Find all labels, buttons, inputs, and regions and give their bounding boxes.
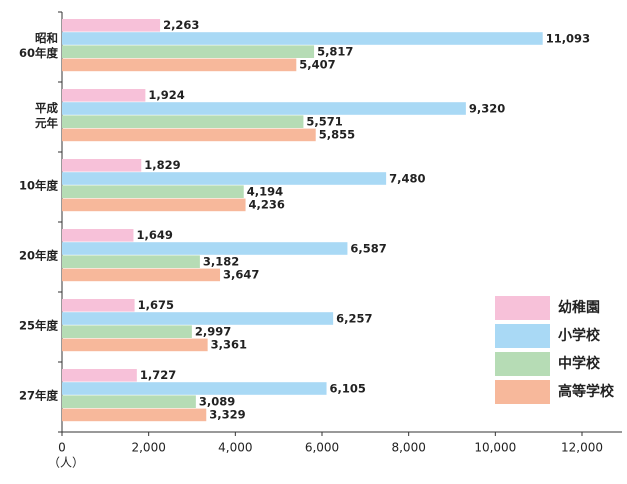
value-label: 3,647 bbox=[223, 268, 259, 282]
legend-label: 小学校 bbox=[558, 327, 601, 344]
value-label: 6,257 bbox=[336, 311, 372, 325]
bar bbox=[62, 185, 244, 198]
bar bbox=[62, 369, 137, 382]
value-label: 3,329 bbox=[209, 408, 245, 422]
value-label: 2,997 bbox=[195, 325, 231, 339]
x-axis-label: （人） bbox=[48, 456, 84, 470]
value-label: 1,649 bbox=[136, 228, 172, 242]
bar bbox=[62, 159, 142, 172]
bar bbox=[62, 229, 134, 242]
category-label-line: 20年度 bbox=[19, 248, 59, 262]
x-tick-label: 10,000 bbox=[474, 441, 516, 455]
x-tick-label: 4,000 bbox=[218, 441, 252, 455]
value-label: 1,675 bbox=[138, 298, 174, 312]
bar bbox=[62, 32, 543, 45]
value-label: 6,105 bbox=[330, 381, 366, 395]
category-label: 平成元年 bbox=[35, 100, 58, 129]
bar bbox=[62, 325, 192, 338]
bar bbox=[62, 268, 221, 282]
bar bbox=[62, 338, 208, 352]
category-label-line: 10年度 bbox=[19, 178, 59, 192]
value-label: 7,480 bbox=[389, 171, 425, 185]
bar bbox=[62, 242, 348, 255]
bar bbox=[62, 115, 304, 128]
legend-swatch bbox=[495, 324, 550, 348]
legend-label: 高等学校 bbox=[558, 383, 615, 400]
x-tick-label: 12,000 bbox=[561, 441, 603, 455]
category-label-line: 27年度 bbox=[19, 388, 59, 402]
bar bbox=[62, 408, 207, 422]
value-label: 2,263 bbox=[163, 18, 199, 32]
bar bbox=[62, 128, 316, 142]
category-label: 20年度 bbox=[19, 248, 59, 262]
value-label: 3,089 bbox=[199, 395, 235, 409]
bar bbox=[62, 102, 466, 115]
value-label: 3,182 bbox=[203, 255, 239, 269]
legend-label: 中学校 bbox=[558, 355, 601, 372]
value-label: 5,855 bbox=[319, 128, 355, 142]
bar bbox=[62, 45, 315, 58]
x-tick-label: 2,000 bbox=[131, 441, 165, 455]
value-label: 4,194 bbox=[247, 185, 283, 199]
x-tick-label: 6,000 bbox=[305, 441, 339, 455]
value-label: 5,407 bbox=[299, 58, 335, 72]
value-label: 6,587 bbox=[350, 241, 386, 255]
bar bbox=[62, 395, 196, 408]
legend-swatch bbox=[495, 352, 550, 376]
value-label: 1,829 bbox=[144, 158, 180, 172]
category-label-line: 昭和 bbox=[35, 30, 58, 44]
bar bbox=[62, 89, 146, 102]
value-label: 11,093 bbox=[546, 31, 590, 45]
bar bbox=[62, 255, 200, 268]
value-label: 1,924 bbox=[148, 88, 184, 102]
bar bbox=[62, 172, 387, 185]
bar bbox=[62, 198, 246, 212]
category-label: 27年度 bbox=[19, 388, 59, 402]
bar bbox=[62, 19, 161, 32]
bar bbox=[62, 299, 135, 312]
category-label: 25年度 bbox=[19, 318, 59, 332]
value-label: 5,571 bbox=[306, 115, 342, 129]
bar bbox=[62, 312, 334, 325]
legend-swatch bbox=[495, 296, 550, 320]
bar bbox=[62, 58, 297, 72]
category-label-line: 60年度 bbox=[19, 45, 59, 59]
legend-swatch bbox=[495, 380, 550, 404]
x-tick-label: 8,000 bbox=[391, 441, 425, 455]
category-label-line: 25年度 bbox=[19, 318, 59, 332]
category-label: 10年度 bbox=[19, 178, 59, 192]
value-label: 5,817 bbox=[317, 45, 353, 59]
value-label: 4,236 bbox=[249, 198, 285, 212]
value-label: 9,320 bbox=[469, 101, 505, 115]
value-label: 3,361 bbox=[211, 338, 247, 352]
category-label: 昭和 60年度 bbox=[19, 30, 59, 59]
legend-label: 幼稚園 bbox=[558, 299, 600, 316]
value-label: 1,727 bbox=[140, 368, 176, 382]
bar bbox=[62, 382, 327, 395]
x-tick-label: 0 bbox=[58, 441, 66, 455]
category-label-line: 元年 bbox=[35, 115, 58, 129]
category-label-line: 平成 bbox=[35, 100, 58, 114]
